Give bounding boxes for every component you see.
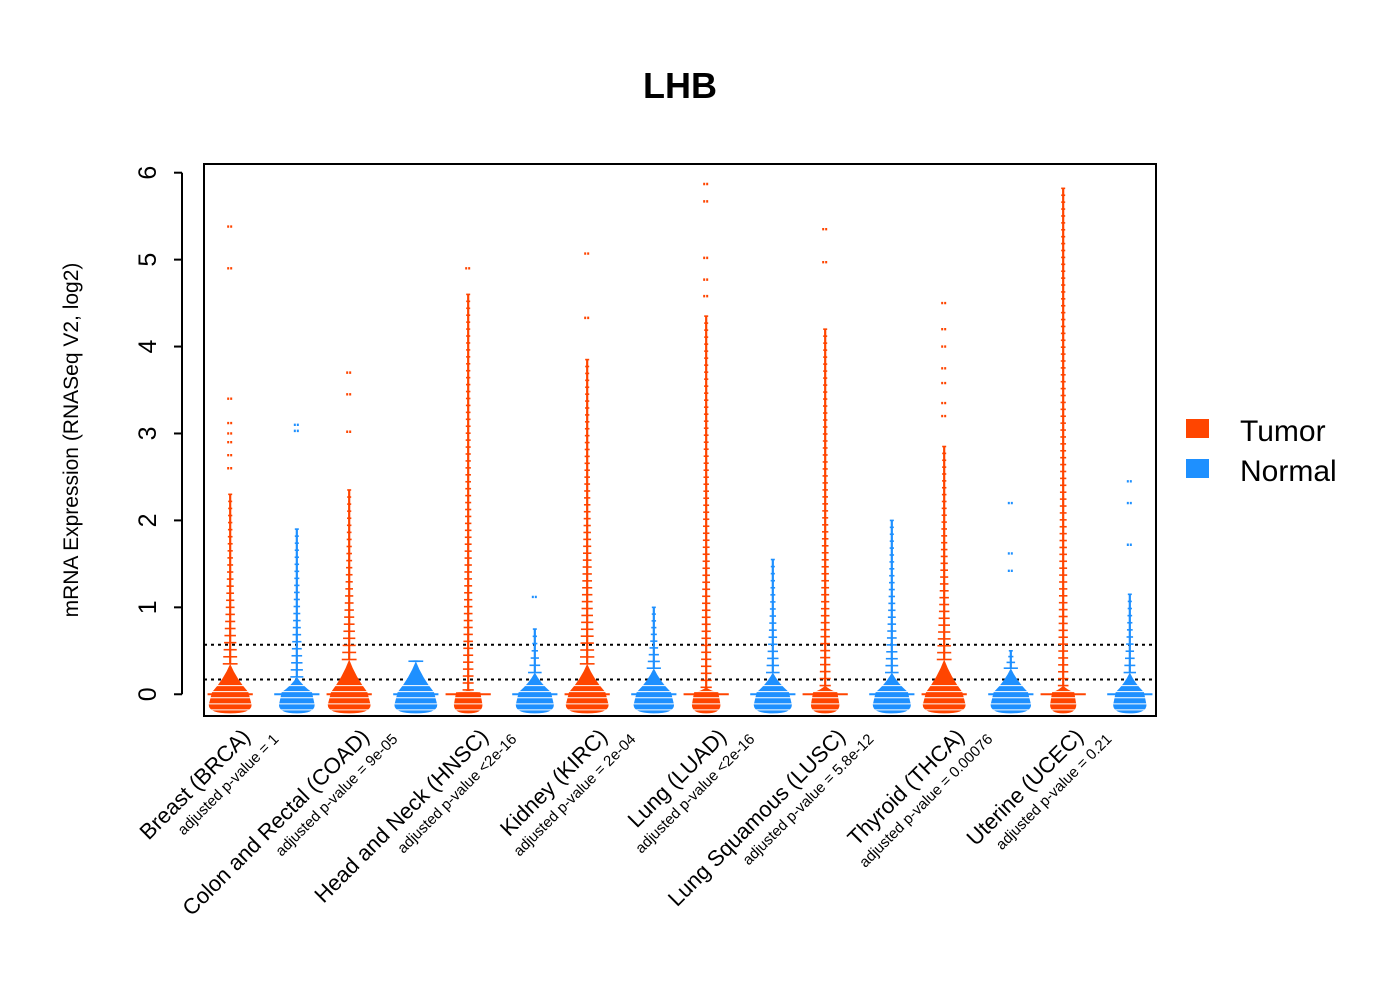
tumor-swarm-5 xyxy=(802,227,848,714)
y-tick-label-1: 1 xyxy=(134,600,162,614)
tumor-swarm-2 xyxy=(445,267,491,714)
normal-core-1 xyxy=(394,661,438,714)
normal-swarm-6 xyxy=(988,501,1034,714)
normal-core-7 xyxy=(1113,672,1147,714)
tumor-swarm-1 xyxy=(326,371,372,714)
y-tick-label-0: 0 xyxy=(134,687,162,701)
normal-swarm-1 xyxy=(393,660,439,714)
tumor-core-2 xyxy=(453,689,483,714)
y-axis: 0 1 2 3 4 5 6 xyxy=(134,166,183,701)
normal-core-5 xyxy=(872,672,911,714)
y-tick-label-3: 3 xyxy=(134,427,162,441)
normal-swarm-5 xyxy=(869,519,915,714)
normal-swarm-7 xyxy=(1107,480,1153,714)
y-tick-label-6: 6 xyxy=(134,166,162,180)
tumor-core-6 xyxy=(922,659,966,714)
normal-swarm-2 xyxy=(512,595,558,714)
tumor-swarm-0 xyxy=(207,225,253,714)
normal-core-4 xyxy=(753,672,792,714)
normal-core-6 xyxy=(990,668,1032,714)
plot-frame xyxy=(203,163,1157,717)
legend-label-normal: Normal xyxy=(1240,455,1337,488)
tumor-core-0 xyxy=(208,663,252,714)
y-tick-label-2: 2 xyxy=(134,513,162,527)
tumor-core-3 xyxy=(565,663,609,714)
tumor-swarm-6 xyxy=(921,301,967,714)
tumor-swarm-7 xyxy=(1040,187,1086,714)
tumor-swarm-3 xyxy=(564,252,610,714)
chart-title: LHB xyxy=(643,65,717,106)
normal-swarm-0 xyxy=(274,423,320,714)
tumor-core-7 xyxy=(1050,685,1077,714)
y-axis-label: mRNA Expression (RNASeq V2, log2) xyxy=(60,263,83,618)
tumor-core-1 xyxy=(327,659,371,714)
normal-core-3 xyxy=(633,668,675,714)
legend: Tumor Normal xyxy=(1186,415,1337,488)
y-tick-label-5: 5 xyxy=(134,253,162,267)
y-tick-label-4: 4 xyxy=(134,340,162,354)
normal-swarm-4 xyxy=(750,558,796,714)
plot-area xyxy=(203,163,1157,717)
legend-swatch-normal xyxy=(1186,459,1209,478)
tumor-core-5 xyxy=(810,685,840,714)
normal-core-2 xyxy=(515,672,554,714)
normal-swarm-3 xyxy=(631,606,677,714)
legend-label-tumor: Tumor xyxy=(1240,415,1326,448)
legend-swatch-tumor xyxy=(1186,419,1209,438)
tumor-swarm-4 xyxy=(683,182,729,714)
